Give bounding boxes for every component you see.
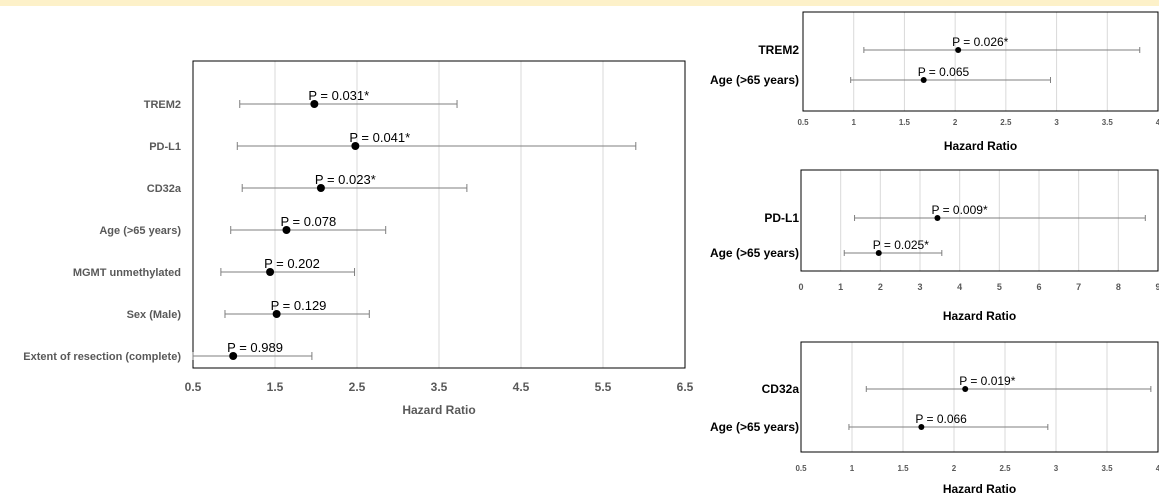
forest-row: P = 0.025* Age (>65 years): [710, 238, 943, 260]
row-label: PD-L1: [149, 141, 181, 153]
hazard-ratio-point: [229, 352, 238, 360]
x-tick-label: 1: [851, 118, 856, 127]
row-label: Age (>65 years): [710, 246, 799, 260]
x-axis-title: Hazard Ratio: [943, 482, 1016, 496]
forest-row: P = 0.019* CD32a: [762, 374, 1152, 396]
main-forest-plot: 0.5 1.5 2.5 3.5 4.5 5.5 6.5 Hazard Ratio P = 0.0…: [23, 60, 694, 417]
forest-row: P = 0.041* PD-L1: [149, 130, 637, 153]
row-label: PD-L1: [764, 211, 799, 225]
forest-row: P = 0.202 MGMT unmethylated: [73, 256, 356, 279]
row-label: Extent of resection (complete): [23, 351, 181, 363]
forest-row: P = 0.078 Age (>65 years): [99, 214, 387, 237]
x-tick-label: 3: [917, 282, 922, 292]
x-tick-label: 2.5: [999, 464, 1011, 473]
hazard-ratio-point: [918, 424, 925, 430]
x-tick-label: 1.5: [897, 464, 909, 473]
x-tick-label: 8: [1116, 282, 1121, 292]
x-tick-label: 4: [957, 282, 962, 292]
x-tick-label: 1.5: [267, 380, 284, 394]
x-tick-label: 2: [878, 282, 883, 292]
row-label: TREM2: [144, 99, 181, 111]
forest-row: P = 0.026* TREM2: [758, 35, 1141, 57]
x-axis-title: Hazard Ratio: [944, 139, 1017, 153]
row-label: MGMT unmethylated: [73, 267, 181, 279]
hazard-ratio-point: [962, 386, 969, 392]
forest-row: P = 0.031* TREM2: [144, 88, 458, 111]
p-value-label: P = 0.078: [280, 214, 336, 229]
row-label: Age (>65 years): [710, 73, 799, 87]
p-value-label: P = 0.019*: [959, 374, 1015, 388]
x-tick-label: 5: [997, 282, 1002, 292]
x-tick-label: 0.5: [795, 464, 807, 473]
plot-frame: [802, 11, 1159, 112]
plot-frame: [192, 60, 686, 369]
x-tick-label: 2.5: [349, 380, 366, 394]
x-tick-label: 1: [838, 282, 843, 292]
x-tick-label: 0.5: [185, 380, 202, 394]
x-tick-label: 1.5: [899, 118, 911, 127]
x-tick-label: 4.5: [513, 380, 530, 394]
x-tick-label: 3.5: [1101, 464, 1113, 473]
trem2-forest-plot: 0.5 1 1.5 2 2.5 3 3.5 4 Hazard Ratio P = 0.026* TR…: [710, 11, 1159, 153]
p-value-label: P = 0.989: [227, 340, 283, 355]
x-tick-label: 1: [850, 464, 855, 473]
x-tick-label: 3.5: [431, 380, 448, 394]
forest-row: P = 0.009* PD-L1: [764, 203, 1146, 225]
p-value-label: P = 0.031*: [308, 88, 369, 103]
p-value-label: P = 0.041*: [349, 130, 410, 145]
hazard-ratio-point: [351, 142, 360, 150]
hazard-ratio-point: [955, 47, 962, 53]
row-label: Age (>65 years): [710, 420, 799, 434]
p-value-label: P = 0.065: [918, 65, 970, 79]
forest-row: P = 0.129 Sex (Male): [127, 298, 370, 321]
cd32a-forest-plot: 0.5 1 1.5 2 2.5 3 3.5 4 Hazard Ratio P = 0.019* CD…: [710, 341, 1159, 496]
p-value-label: P = 0.026*: [952, 35, 1008, 49]
hazard-ratio-point: [920, 77, 927, 83]
p-value-label: P = 0.009*: [931, 203, 987, 217]
forest-row: P = 0.066 Age (>65 years): [710, 412, 1049, 434]
x-tick-label: 2: [953, 118, 958, 127]
x-tick-label: 6.5: [677, 380, 694, 394]
x-tick-label: 0.5: [797, 118, 809, 127]
hazard-ratio-point: [282, 226, 291, 234]
top-band: [0, 0, 1159, 6]
p-value-label: P = 0.023*: [315, 172, 376, 187]
x-tick-label: 2: [952, 464, 957, 473]
p-value-label: P = 0.025*: [873, 238, 929, 252]
row-label: Sex (Male): [127, 309, 182, 321]
p-value-label: P = 0.202: [264, 256, 320, 271]
x-tick-label: 3: [1054, 464, 1059, 473]
row-label: CD32a: [762, 382, 800, 396]
x-axis-title: Hazard Ratio: [402, 403, 475, 417]
row-label: TREM2: [758, 43, 799, 57]
x-tick-label: 4: [1156, 118, 1159, 127]
x-tick-label: 2.5: [1000, 118, 1012, 127]
x-tick-label: 4: [1156, 464, 1159, 473]
x-tick-label: 7: [1076, 282, 1081, 292]
hazard-ratio-point: [934, 215, 941, 221]
forest-row: P = 0.065 Age (>65 years): [710, 65, 1051, 87]
x-tick-label: 0: [798, 282, 803, 292]
row-label: CD32a: [147, 183, 182, 195]
hazard-ratio-point: [875, 250, 882, 256]
x-tick-label: 9: [1155, 282, 1159, 292]
row-label: Age (>65 years): [99, 225, 181, 237]
p-value-label: P = 0.066: [915, 412, 967, 426]
forest-row: P = 0.023* CD32a: [147, 172, 468, 195]
hazard-ratio-point: [266, 268, 275, 276]
hazard-ratio-point: [310, 100, 319, 108]
x-tick-label: 5.5: [595, 380, 612, 394]
p-value-label: P = 0.129: [271, 298, 327, 313]
hazard-ratio-point: [316, 184, 325, 192]
hazard-ratio-point: [272, 310, 281, 318]
x-tick-label: 3: [1054, 118, 1059, 127]
plot-frame: [800, 169, 1159, 272]
x-tick-label: 6: [1036, 282, 1041, 292]
x-axis-title: Hazard Ratio: [943, 309, 1016, 323]
x-tick-label: 3.5: [1102, 118, 1114, 127]
forest-row: P = 0.989 Extent of resection (complete): [23, 340, 313, 363]
plot-frame: [800, 341, 1159, 453]
